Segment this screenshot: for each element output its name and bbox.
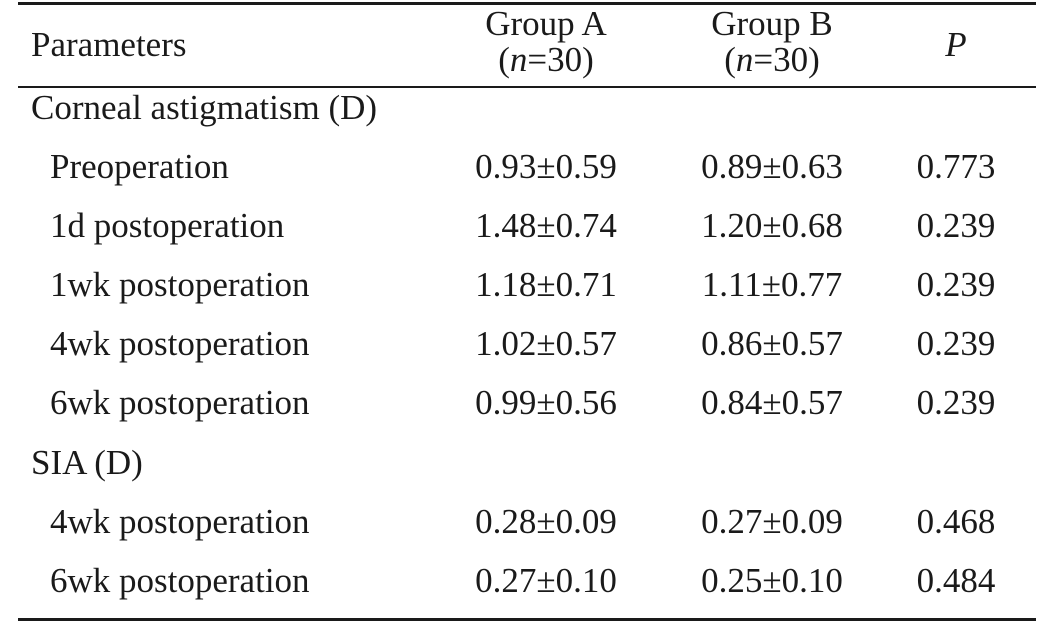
row-p-value: 0.239 (916, 265, 996, 304)
row-label: 1d postoperation (50, 206, 285, 245)
section-title: Corneal astigmatism (D) (31, 88, 378, 127)
header-p-value: P (945, 25, 967, 64)
results-table: Parameters Group A (n=30) Group B (n=30)… (18, 0, 1036, 629)
row-group-b-value: 0.84±0.57 (701, 383, 843, 422)
row-group-a-value: 1.48±0.74 (475, 206, 617, 245)
row-p-value: 0.239 (916, 324, 996, 363)
row-p-value: 0.484 (916, 561, 996, 600)
row-label: 4wk postoperation (50, 502, 310, 541)
header-group-a-name: Group A (485, 4, 607, 43)
row-label: 4wk postoperation (50, 324, 310, 363)
row-p-value: 0.468 (916, 502, 996, 541)
header-parameters: Parameters (31, 25, 187, 64)
row-group-a-value: 0.93±0.59 (475, 147, 617, 186)
row-group-b-value: 1.20±0.68 (701, 206, 843, 245)
table-header-rule (18, 86, 1036, 88)
row-p-value: 0.239 (916, 206, 996, 245)
row-label: 1wk postoperation (50, 265, 310, 304)
header-group-a-n: (n=30) (498, 40, 594, 79)
row-group-b-value: 0.89±0.63 (701, 147, 843, 186)
row-label: 6wk postoperation (50, 383, 310, 422)
table-top-rule (18, 2, 1036, 5)
row-label: 6wk postoperation (50, 561, 310, 600)
row-group-a-value: 1.02±0.57 (475, 324, 617, 363)
table-bottom-rule (18, 618, 1036, 621)
row-group-b-value: 0.86±0.57 (701, 324, 843, 363)
section-title: SIA (D) (31, 443, 143, 482)
row-group-a-value: 0.28±0.09 (475, 502, 617, 541)
row-label: Preoperation (50, 147, 229, 186)
header-group-a: Group A (n=30) (451, 6, 641, 78)
row-group-b-value: 0.27±0.09 (701, 502, 843, 541)
row-p-value: 0.239 (916, 383, 996, 422)
row-group-a-value: 0.27±0.10 (475, 561, 617, 600)
header-group-b-n: (n=30) (724, 40, 820, 79)
row-group-a-value: 1.18±0.71 (475, 265, 617, 304)
row-group-b-value: 0.25±0.10 (701, 561, 843, 600)
row-group-b-value: 1.11±0.77 (701, 265, 843, 304)
header-group-b-name: Group B (711, 4, 833, 43)
header-group-b: Group B (n=30) (677, 6, 867, 78)
row-p-value: 0.773 (916, 147, 996, 186)
row-group-a-value: 0.99±0.56 (475, 383, 617, 422)
